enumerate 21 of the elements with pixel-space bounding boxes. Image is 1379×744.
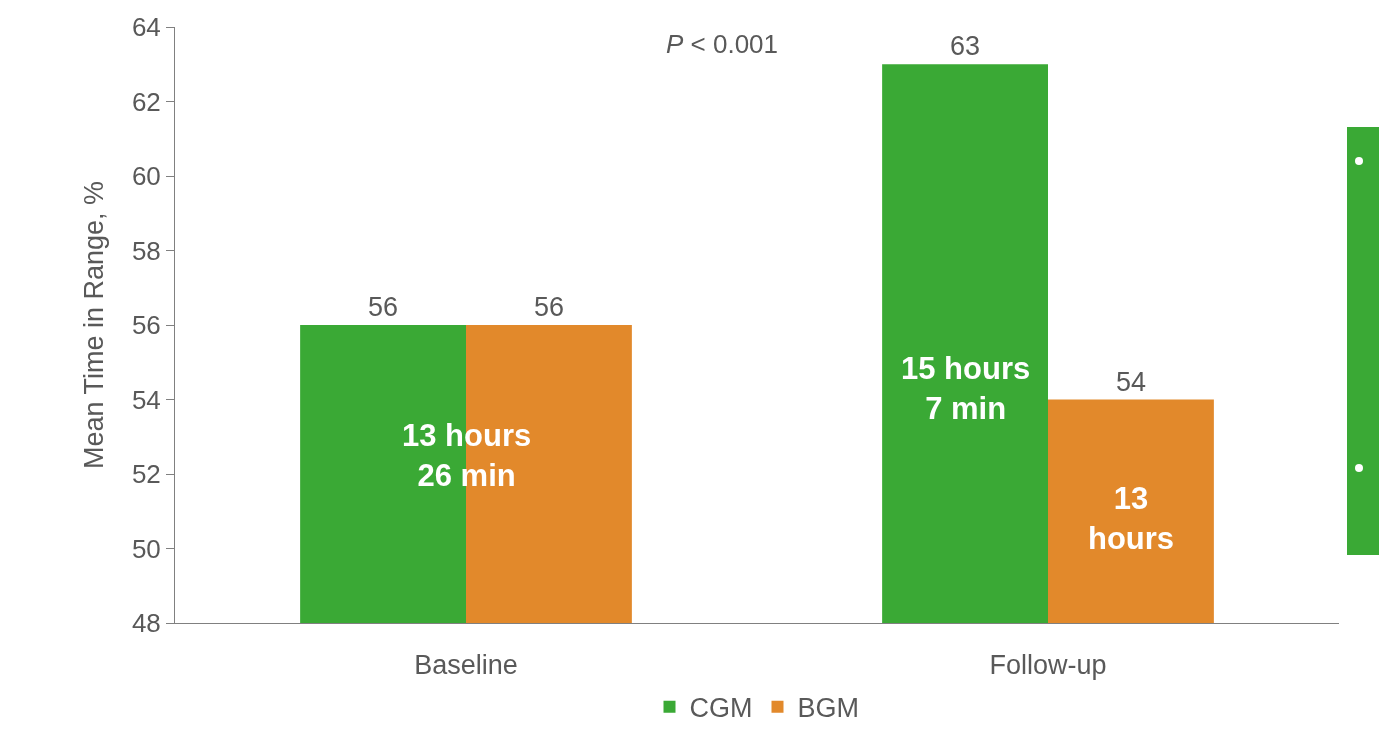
y-tick-label: 56 <box>131 310 161 341</box>
annotation: 15 hours 7 min <box>901 351 1031 427</box>
data-label: 56 <box>368 292 399 322</box>
data-label: 54 <box>1115 366 1146 397</box>
x-tick-label: Follow-up <box>989 650 1107 681</box>
y-tick-label: 60 <box>131 161 161 192</box>
x-tick-label: Baseline <box>414 650 518 681</box>
y-tick-label: 50 <box>131 533 161 564</box>
y-tick-label: 52 <box>131 459 161 490</box>
y-tick-label: 64 <box>131 12 161 43</box>
y-tick-label: 58 <box>131 235 161 266</box>
annotation: 13 hours <box>1088 481 1175 557</box>
legend-label: BGM <box>797 693 860 724</box>
annotation: P < 0.001 <box>666 29 779 59</box>
legend-label: CGM <box>689 693 753 724</box>
y-axis-title: Mean Time in Range, % <box>78 180 109 470</box>
data-label: 56 <box>533 292 564 322</box>
data-label: 63 <box>950 31 981 62</box>
y-tick-label: 62 <box>131 86 161 117</box>
y-tick-label: 48 <box>131 608 161 639</box>
y-tick-label: 54 <box>131 384 161 415</box>
